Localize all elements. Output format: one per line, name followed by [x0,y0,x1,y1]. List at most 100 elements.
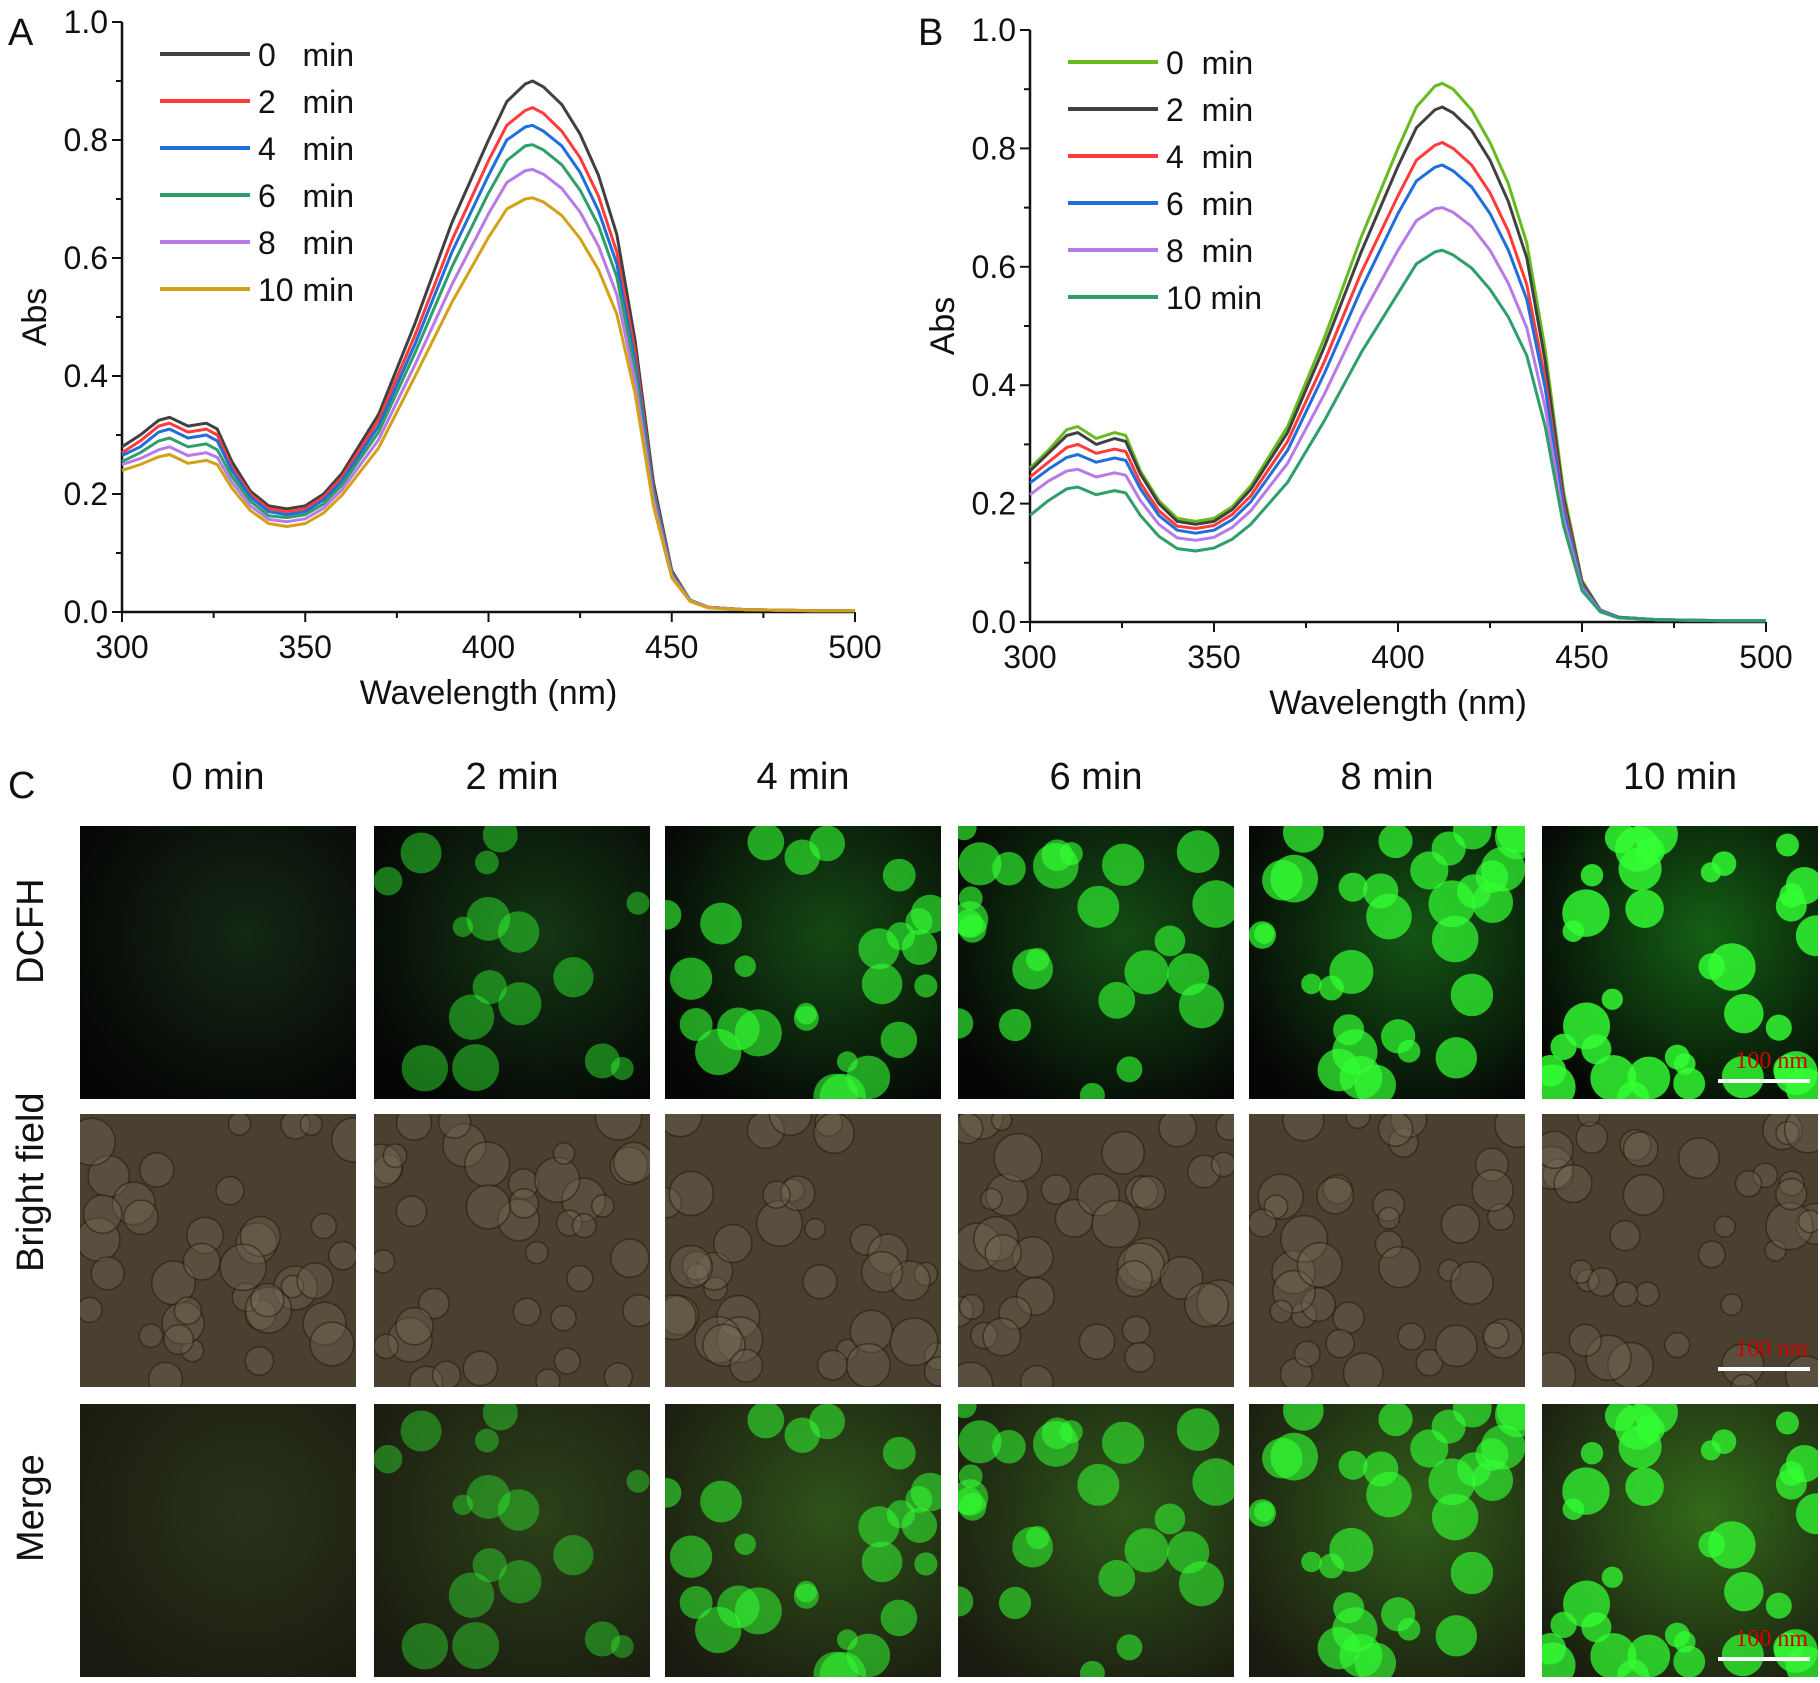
cell [910,1472,941,1512]
cell [1176,1408,1220,1452]
cell [1077,1463,1120,1506]
cell [87,1154,131,1198]
cell [1431,915,1479,963]
cell [1372,1188,1406,1222]
cell [703,1276,728,1302]
cell [612,1141,650,1184]
cell [1098,981,1136,1019]
cell [747,826,785,861]
cell [998,1586,1032,1620]
cell [400,832,442,874]
cell [1116,1056,1143,1083]
cell [1434,1324,1478,1368]
cell [846,1055,891,1099]
cell [550,1304,577,1332]
cells-layer [958,826,1234,1099]
cells-layer [665,1404,941,1677]
micrograph-merge-2 [665,1404,941,1677]
chart0-x-tick-label: 350 [279,629,332,665]
cell [1154,925,1186,957]
chart-b: 300 350 400 450 500 0.0 0.2 0.4 0.6 0.8 1.0 Wavelen… [924,12,1793,722]
cells-layer [80,826,356,1099]
cell [1724,993,1764,1034]
cell [816,1349,849,1381]
cell [700,1480,742,1523]
cell [395,1306,434,1346]
scale-bar-label: 100 nm [1735,1048,1808,1074]
cell [998,1008,1032,1042]
cell [1354,1642,1397,1677]
cell [1542,1633,1567,1665]
cell [508,1188,540,1219]
cell [1290,1301,1318,1329]
cell [1708,1521,1756,1569]
chart1-legend-label-3: 6 min [1166,186,1253,222]
chart1-y-tick-label: 0.2 [972,486,1016,522]
cell [1431,1493,1479,1541]
cell [1178,983,1224,1029]
chart0-x-tick-label: 500 [828,629,881,665]
chart0-series-line-2 [121,123,855,613]
cell [734,955,756,978]
cell [296,1262,334,1300]
chart1-legend-label-5: 10 min [1166,280,1262,316]
chart1-y-tick-label: 0.8 [972,130,1016,166]
micrograph-bright-field-1 [374,1114,650,1387]
cell [1377,1206,1401,1230]
cell [382,1143,408,1169]
cell [1764,1239,1787,1262]
cell [482,1404,518,1431]
cell [679,1585,713,1619]
cell [1381,1597,1416,1632]
chart0-x-tick-label: 300 [95,629,148,665]
cell [610,1238,650,1279]
cells-layer [1542,1404,1818,1677]
cell [1708,943,1756,991]
cell [1625,889,1664,928]
cell [1542,1055,1567,1087]
micrograph-bright-field-0 [80,1114,356,1387]
chart0-legend-label-5: 10 min [258,272,354,308]
cell [958,1404,977,1419]
cell [1775,833,1799,857]
cell [1673,1645,1706,1677]
cell [1282,826,1324,853]
cell [1254,1501,1275,1522]
cell [123,1199,159,1236]
cell [1345,1114,1371,1130]
chart0-series-line-5 [121,196,855,613]
panel-label-b: B [918,12,944,54]
cell [713,1223,753,1264]
cell [1301,1551,1322,1573]
cell [1752,1162,1779,1189]
chart1-series-line-4 [1029,206,1766,623]
cells-layer [665,1114,941,1387]
cell [795,1002,817,1025]
row-header-0: DCFH [10,878,52,984]
cell [1178,1561,1224,1607]
chart-a: 300 350 400 450 500 0.0 0.2 0.4 0.6 0.8 1.0 Wavelen… [16,4,882,712]
cell [1437,1258,1461,1283]
cell [1562,889,1610,937]
cell [779,1175,816,1212]
cell [1471,1169,1514,1212]
chart1-x-tick-label: 450 [1555,639,1608,675]
cell [756,1199,804,1247]
cell [1059,842,1083,866]
cell [431,1360,462,1387]
cell [299,1114,323,1137]
micrograph-dcfh-3 [958,826,1234,1099]
cell [901,929,938,965]
cell [566,1264,594,1293]
cell [804,1217,827,1240]
cell [958,1479,989,1516]
cell [665,1114,703,1138]
chart1-legend-label-1: 2 min [1166,92,1253,128]
cell [1700,1440,1721,1461]
cell [1553,1163,1593,1204]
cell [1575,1121,1609,1154]
cell [180,1338,205,1363]
cells-layer [958,1114,1234,1387]
cell [734,1533,756,1556]
chart1-series-line-1 [1028,105,1766,623]
